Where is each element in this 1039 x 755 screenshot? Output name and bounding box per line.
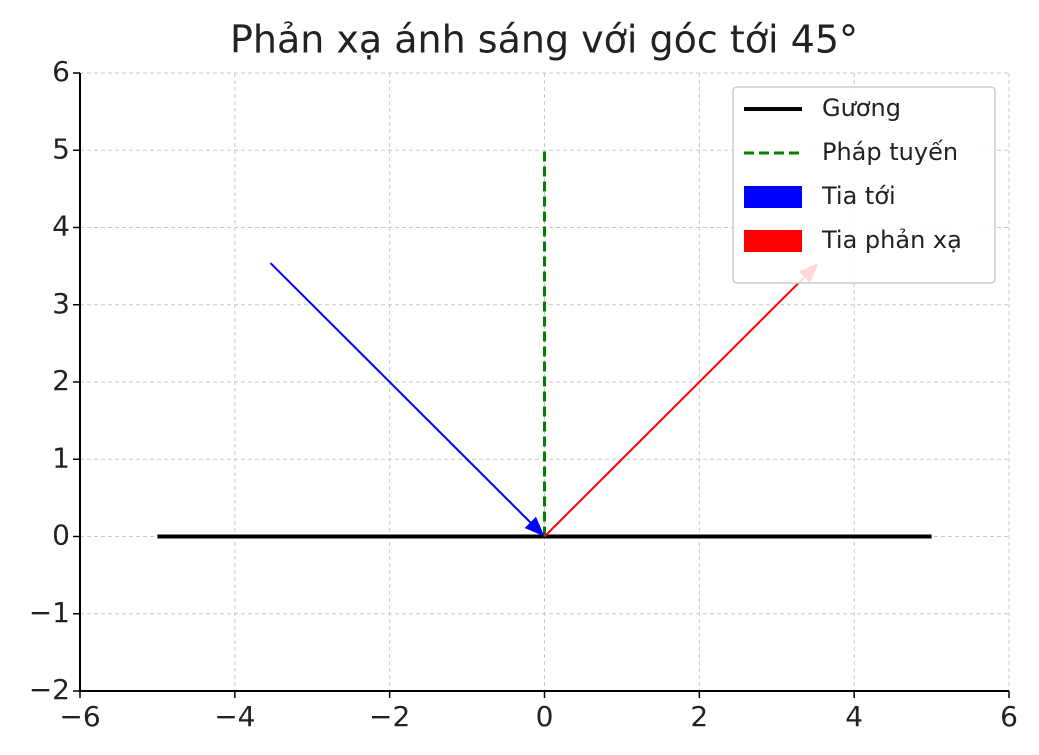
x-tick-label: 2: [690, 700, 708, 733]
y-tick-label: 3: [52, 287, 70, 320]
x-tick-label: 0: [536, 700, 554, 733]
legend-label: Tia tới: [821, 182, 896, 210]
x-tick-label: −4: [214, 700, 255, 733]
y-tick-label: −1: [29, 596, 70, 629]
legend-label: Tia phản xạ: [821, 226, 962, 254]
y-tick-label: 0: [52, 519, 70, 552]
y-tick-label: −2: [29, 673, 70, 706]
x-tick-label: −6: [59, 700, 100, 733]
legend-label: Pháp tuyến: [822, 138, 958, 166]
chart-title: Phản xạ ánh sáng với góc tới 45°: [230, 18, 858, 62]
y-tick-label: 1: [52, 441, 70, 474]
y-tick-label: 5: [52, 132, 70, 165]
y-tick-label: 4: [52, 210, 70, 243]
arrow-shaft: [269, 262, 532, 524]
x-tick-label: 6: [1000, 700, 1018, 733]
arrow-head: [524, 516, 545, 537]
x-tick-label: −2: [369, 700, 410, 733]
legend-swatch: [744, 186, 802, 208]
y-tick-label: 6: [52, 55, 70, 88]
y-tick-label: 2: [52, 364, 70, 397]
arrow-shaft: [543, 276, 806, 538]
legend: Gương Pháp tuyến Tia tới Tia phản xạ: [732, 86, 996, 284]
legend-swatch: [744, 230, 802, 252]
legend-label: Gương: [822, 94, 901, 122]
x-tick-label: 4: [845, 700, 863, 733]
